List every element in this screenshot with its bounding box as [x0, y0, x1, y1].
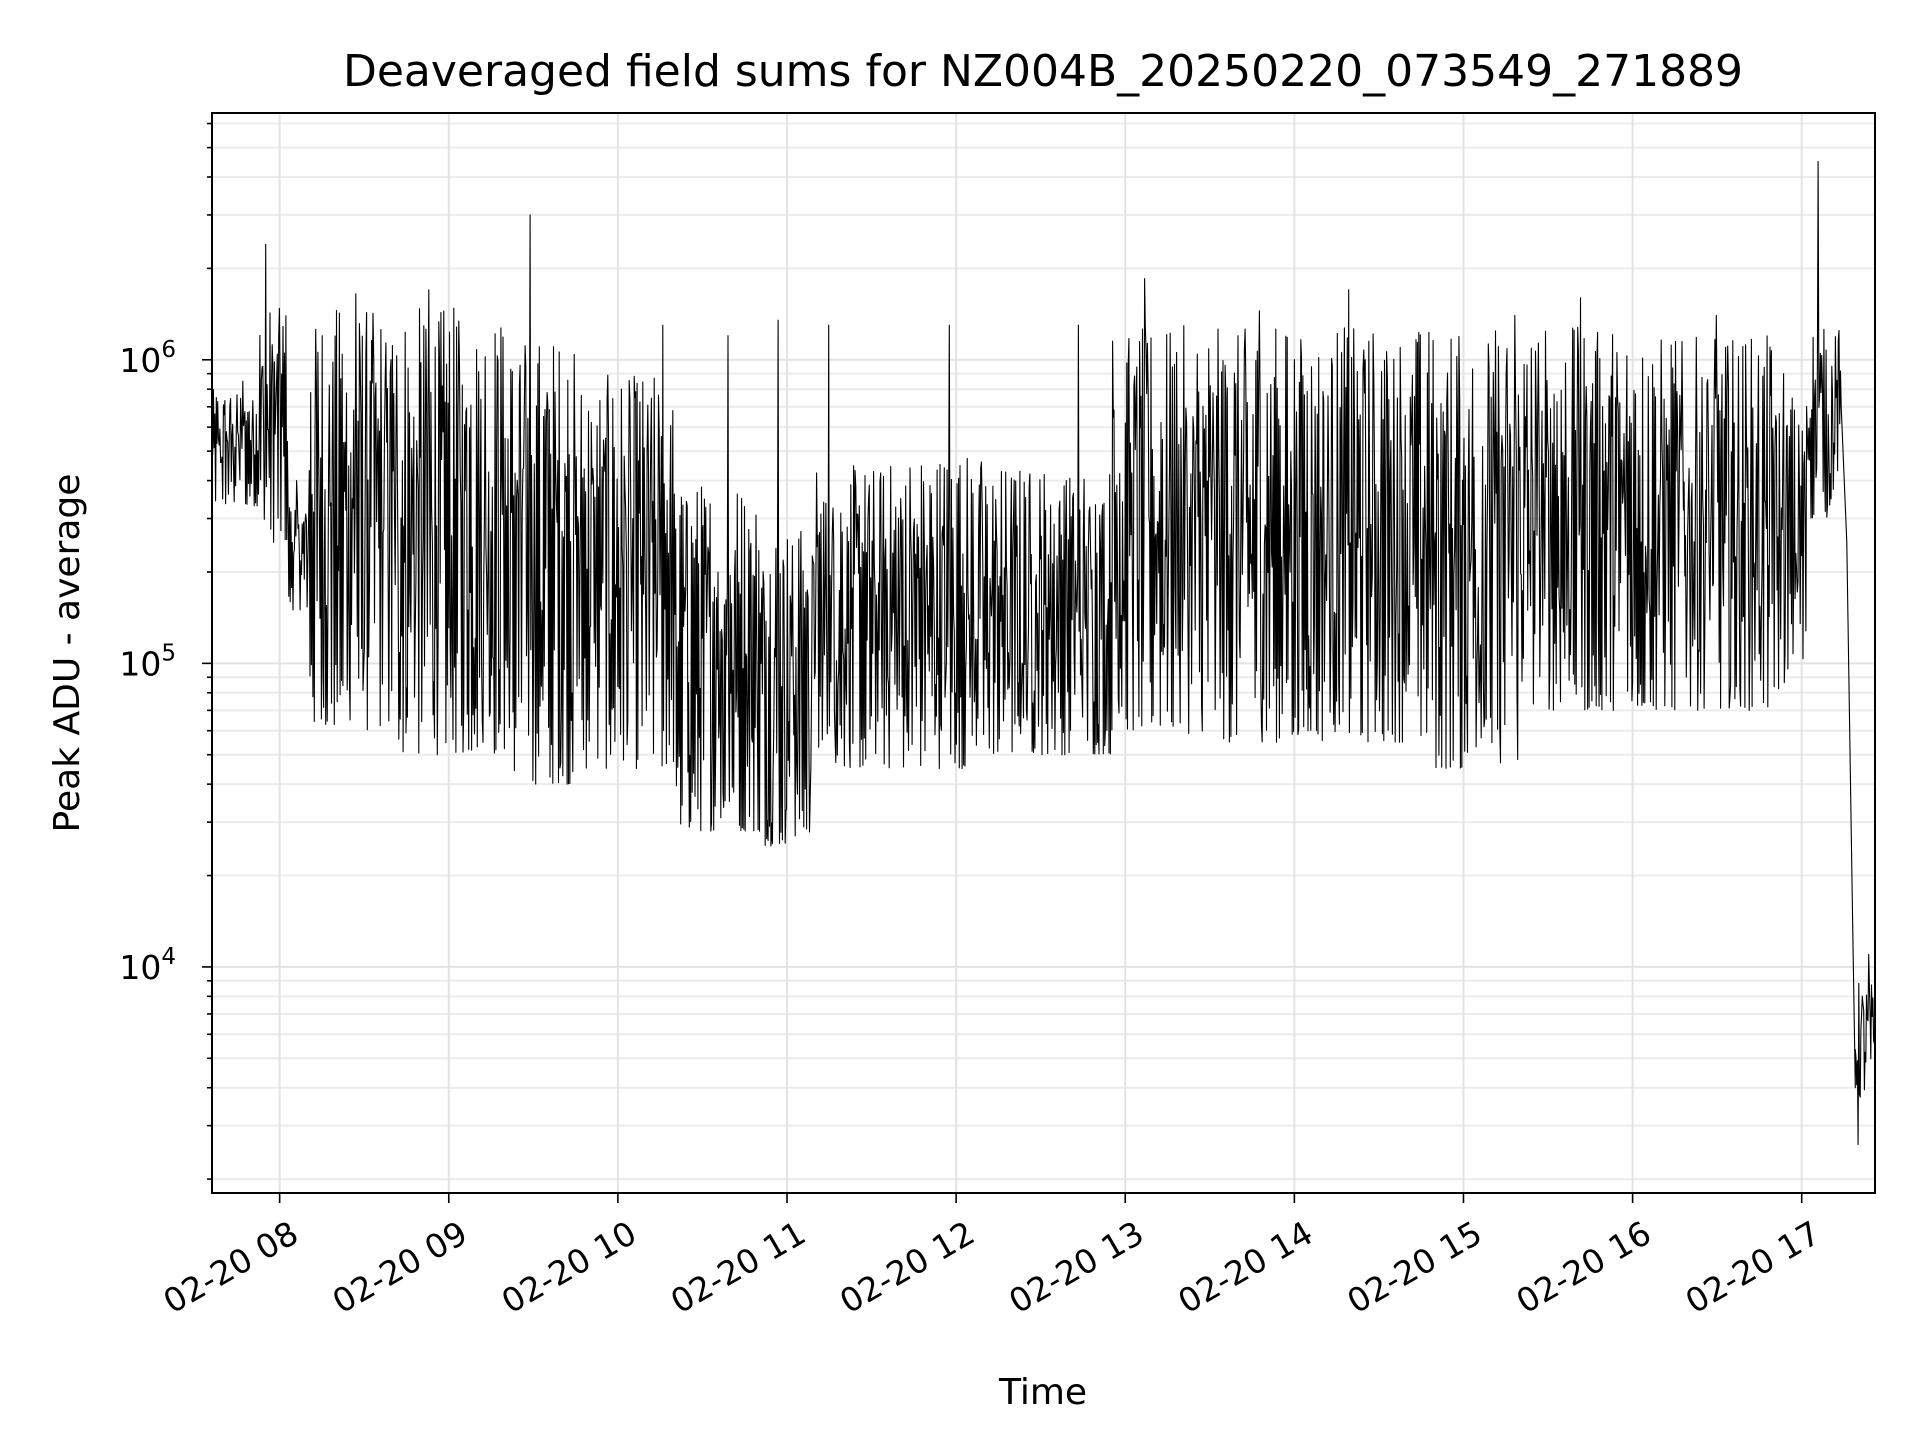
chart-title: Deaveraged field sums for NZ004B_2025022… [343, 46, 1743, 97]
y-tick-labels: 104 105 106 [119, 337, 176, 987]
x-axis-label: Time [998, 1372, 1087, 1413]
y-tick-label: 105 [119, 640, 176, 683]
axis-ticks [202, 122, 1803, 1203]
series-line-0 [211, 160, 1875, 1146]
y-axis-label: Peak ADU - average [47, 474, 88, 833]
y-tick-label: 104 [119, 944, 176, 987]
plot-frame [211, 112, 1876, 1194]
y-tick-label: 106 [119, 337, 176, 380]
series-layer [211, 160, 1875, 1146]
